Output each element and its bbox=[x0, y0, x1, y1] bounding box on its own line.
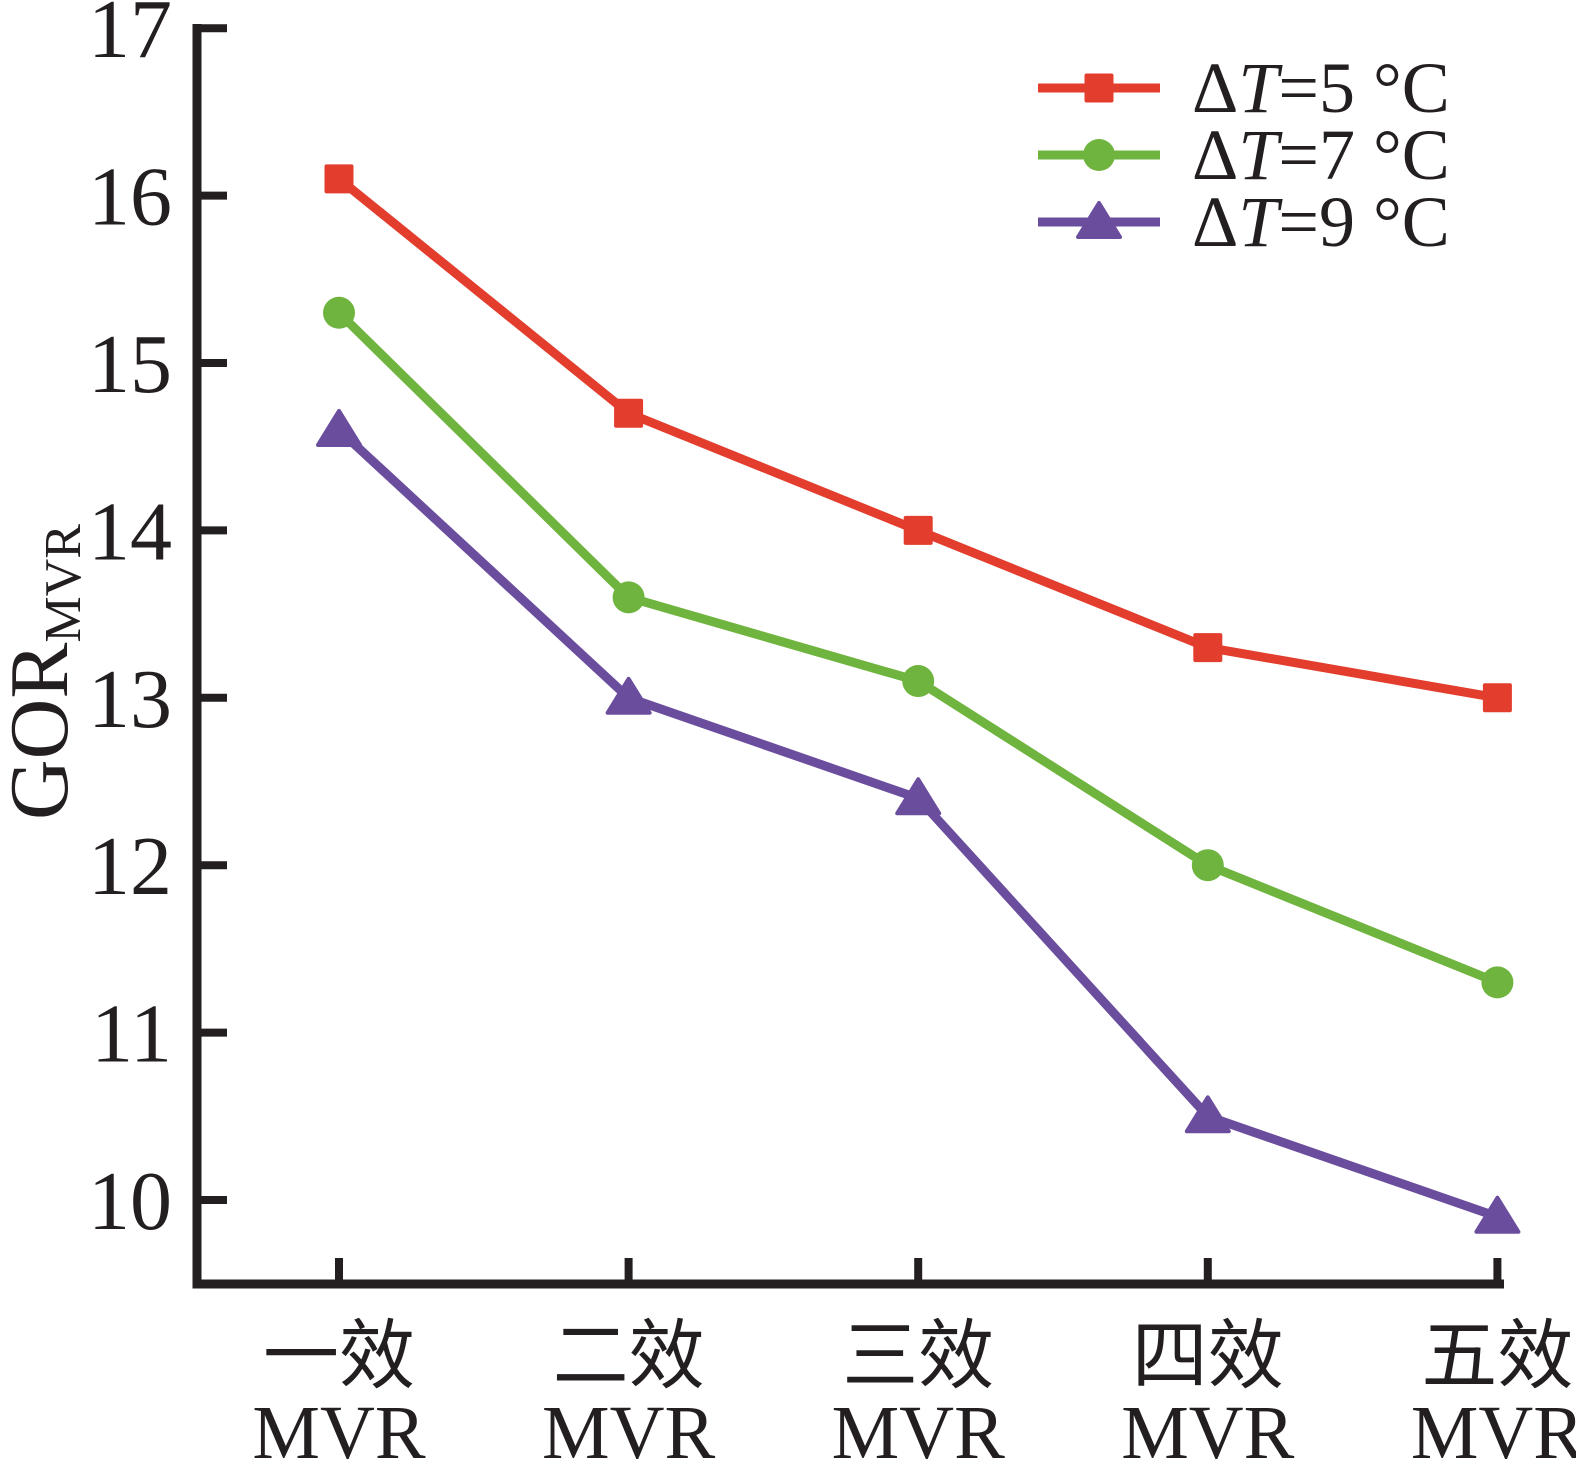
x-axis-category-sublabel: MVR bbox=[542, 1391, 715, 1472]
y-axis-tick-label: 13 bbox=[88, 653, 172, 746]
y-axis-title-subscript: MVR bbox=[34, 523, 92, 643]
x-axis-category-sublabel: MVR bbox=[832, 1391, 1005, 1472]
legend-circle-icon bbox=[1083, 139, 1115, 171]
series-3-marker bbox=[1184, 1095, 1231, 1134]
series-2-marker bbox=[323, 296, 355, 329]
y-axis-tick-label: 12 bbox=[88, 820, 172, 913]
series-2-line bbox=[335, 309, 1500, 987]
x-axis-category-label: 二效 bbox=[553, 1315, 705, 1399]
series-1-marker bbox=[1482, 683, 1512, 713]
series-3-marker bbox=[1474, 1195, 1521, 1234]
x-axis-category-label: 五效 bbox=[1421, 1315, 1573, 1399]
legend-triangle-icon bbox=[1076, 201, 1122, 239]
y-axis-title-main: GOR bbox=[0, 642, 86, 821]
y-axis-tick-label: 15 bbox=[88, 318, 172, 411]
legend-label: ΔT=9 °C bbox=[1192, 182, 1450, 262]
y-axis-tick-label: 16 bbox=[88, 151, 172, 244]
y-axis-tick-label: 11 bbox=[91, 988, 172, 1081]
series-2 bbox=[323, 296, 1514, 999]
series-3 bbox=[316, 408, 1521, 1234]
series-3-line bbox=[335, 426, 1499, 1221]
series-3-marker bbox=[316, 408, 362, 447]
x-axis-category-sublabel: MVR bbox=[1121, 1391, 1294, 1472]
y-axis-title: GORMVR bbox=[0, 523, 92, 821]
legend-label: ΔT=5 °C bbox=[1192, 48, 1450, 128]
legend-item: ΔT=7 °C bbox=[1038, 115, 1450, 195]
series-1 bbox=[324, 164, 1512, 713]
x-axis-category-sublabel: MVR bbox=[1411, 1391, 1576, 1472]
series-1-marker bbox=[903, 515, 933, 545]
series-2-marker bbox=[1481, 966, 1514, 999]
x-axis-category-label: 三效 bbox=[842, 1315, 994, 1399]
legend-square-icon bbox=[1084, 73, 1114, 103]
series-2-marker bbox=[1191, 849, 1224, 882]
series-1-marker bbox=[614, 398, 644, 428]
x-axis-category-label: 四效 bbox=[1132, 1315, 1284, 1399]
y-axis-tick-label: 10 bbox=[88, 1155, 172, 1248]
legend-label: ΔT=7 °C bbox=[1192, 115, 1450, 195]
x-axis-category-sublabel: MVR bbox=[252, 1391, 425, 1472]
series-2-marker bbox=[902, 665, 935, 698]
y-axis-tick-label: 14 bbox=[88, 485, 172, 578]
series-3-marker bbox=[895, 777, 942, 816]
series-3-marker bbox=[605, 676, 652, 715]
series-2-marker bbox=[612, 581, 645, 614]
legend: ΔT=5 °CΔT=7 °CΔT=9 °C bbox=[1038, 48, 1450, 262]
y-axis-tick-label: 17 bbox=[88, 0, 172, 76]
series-1-marker bbox=[1193, 633, 1223, 663]
axis-lines bbox=[192, 24, 1504, 1289]
x-axis-category-label: 一效 bbox=[263, 1315, 415, 1399]
series-1-marker bbox=[324, 164, 354, 194]
legend-item: ΔT=5 °C bbox=[1038, 48, 1450, 128]
legend-item: ΔT=9 °C bbox=[1038, 182, 1450, 262]
